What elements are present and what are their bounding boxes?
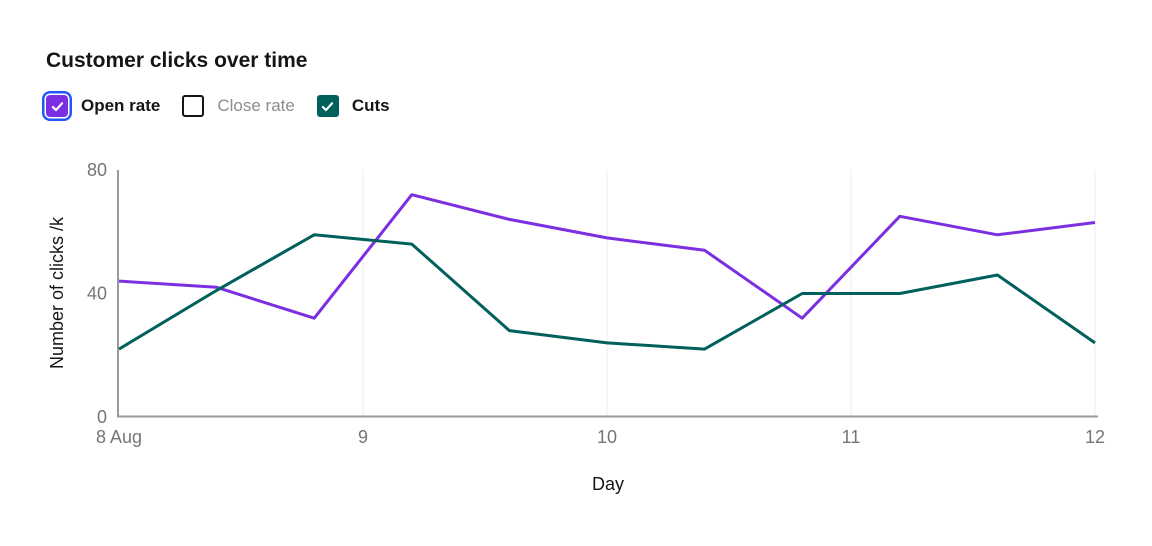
chart-title: Customer clicks over time (46, 49, 308, 72)
legend-item-open-rate[interactable]: Open rate (46, 95, 160, 117)
checkmark-icon (322, 101, 334, 111)
legend-label-open-rate: Open rate (81, 96, 161, 115)
series-lines (118, 193, 1096, 351)
y-tick-labels: 0 40 80 (87, 160, 107, 427)
x-tick-label: 10 (597, 427, 617, 447)
legend: Open rate Close rate Cuts (46, 95, 390, 117)
y-tick-label: 40 (87, 284, 107, 304)
y-tick-label: 0 (97, 407, 107, 427)
x-axis-title: Day (592, 474, 624, 494)
legend-label-cuts: Cuts (351, 96, 390, 115)
legend-label-close-rate: Close rate (217, 96, 295, 115)
checkbox-open-rate[interactable] (46, 95, 68, 117)
series-line-open-rate (118, 193, 1096, 320)
series-line-cuts (118, 233, 1096, 351)
legend-item-cuts[interactable]: Cuts (316, 95, 390, 117)
checkmark-icon (51, 101, 63, 111)
x-tick-label: 12 (1085, 427, 1105, 447)
checkbox-cuts[interactable] (316, 95, 339, 117)
legend-item-close-rate[interactable]: Close rate (182, 95, 295, 117)
x-tick-labels: 8 Aug 9 10 11 12 (96, 427, 1105, 447)
x-tick-label: 8 Aug (96, 427, 142, 447)
checkbox-close-rate[interactable] (182, 95, 205, 117)
y-axis-title: Number of clicks /k (47, 216, 67, 369)
y-tick-label: 80 (87, 160, 107, 180)
gridlines (362, 170, 1096, 417)
x-tick-label: 9 (358, 427, 368, 447)
x-tick-label: 11 (842, 427, 861, 447)
